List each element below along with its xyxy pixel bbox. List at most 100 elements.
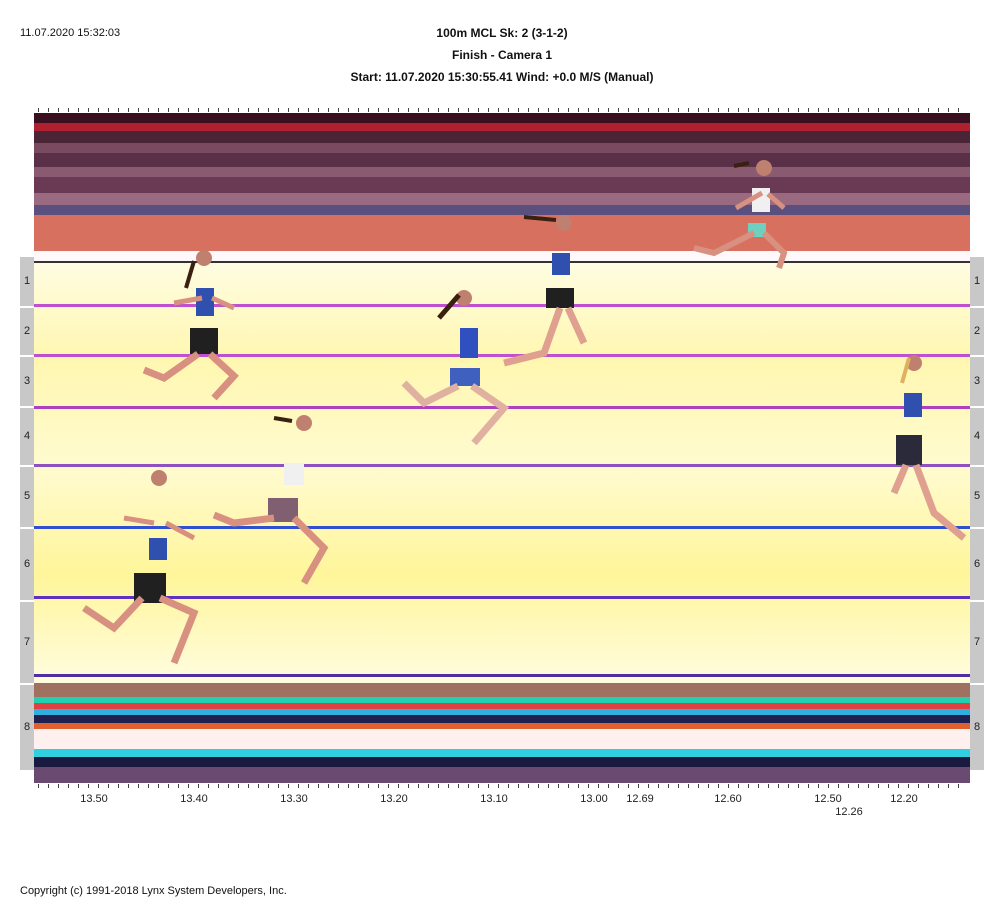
lane-strip-segment xyxy=(20,257,34,306)
time-tick xyxy=(628,108,629,112)
time-label: 12.60 xyxy=(714,793,742,805)
time-tick xyxy=(858,784,859,788)
time-tick xyxy=(108,784,109,788)
lane-number-8: 8 xyxy=(23,720,31,733)
camera-title: Finish - Camera 1 xyxy=(451,48,553,62)
time-tick xyxy=(738,108,739,112)
time-tick xyxy=(408,784,409,788)
time-tick xyxy=(418,108,419,112)
time-tick xyxy=(878,108,879,112)
lane-number-8: 8 xyxy=(973,720,981,733)
photo-finish-image[interactable] xyxy=(34,113,970,783)
time-tick xyxy=(518,784,519,788)
time-tick xyxy=(368,784,369,788)
time-label: 13.20 xyxy=(380,793,408,805)
time-tick xyxy=(808,784,809,788)
time-tick xyxy=(588,108,589,112)
lane-number-1: 1 xyxy=(973,274,981,287)
time-tick xyxy=(248,108,249,112)
time-tick xyxy=(828,784,829,788)
time-tick xyxy=(348,784,349,788)
time-tick xyxy=(438,108,439,112)
time-tick xyxy=(868,108,869,112)
time-tick xyxy=(728,784,729,788)
time-tick xyxy=(778,108,779,112)
time-tick xyxy=(318,108,319,112)
time-tick xyxy=(88,108,89,112)
time-tick xyxy=(218,784,219,788)
time-tick xyxy=(578,784,579,788)
time-tick xyxy=(388,784,389,788)
time-tick xyxy=(238,784,239,788)
time-tick xyxy=(68,784,69,788)
time-tick xyxy=(218,108,219,112)
time-tick xyxy=(158,784,159,788)
time-tick xyxy=(678,108,679,112)
time-tick xyxy=(718,108,719,112)
time-tick xyxy=(228,108,229,112)
lane-strip-segment xyxy=(20,685,34,770)
lane-strip-segment xyxy=(20,467,34,527)
time-tick xyxy=(588,784,589,788)
time-tick xyxy=(678,784,679,788)
time-tick xyxy=(38,108,39,112)
time-tick xyxy=(118,108,119,112)
time-tick xyxy=(168,784,169,788)
time-tick xyxy=(238,108,239,112)
time-tick xyxy=(918,784,919,788)
lane-number-5: 5 xyxy=(23,490,31,502)
time-tick xyxy=(668,784,669,788)
time-tick xyxy=(358,108,359,112)
time-tick xyxy=(698,784,699,788)
time-tick xyxy=(478,784,479,788)
time-tick xyxy=(248,784,249,788)
lane-strip-segment xyxy=(20,529,34,600)
lane-strip-segment xyxy=(970,257,984,306)
runner-lane-3 xyxy=(401,290,510,446)
lane-strip-segment xyxy=(970,529,984,600)
time-tick xyxy=(768,784,769,788)
time-tick xyxy=(758,784,759,788)
time-tick xyxy=(128,784,129,788)
runner-lane-5 xyxy=(212,415,329,585)
time-tick xyxy=(808,108,809,112)
time-tick xyxy=(638,784,639,788)
time-tick xyxy=(868,784,869,788)
time-label: 12.69 xyxy=(626,793,654,805)
time-tick xyxy=(468,108,469,112)
time-tick xyxy=(98,784,99,788)
time-tick xyxy=(788,108,789,112)
time-tick xyxy=(68,108,69,112)
time-tick xyxy=(598,108,599,112)
lane-number-7: 7 xyxy=(973,635,981,648)
lane-number-3: 3 xyxy=(973,374,981,387)
time-tick xyxy=(938,784,939,788)
time-tick xyxy=(198,108,199,112)
time-label: 13.00 xyxy=(580,793,608,805)
lane-number-7: 7 xyxy=(23,635,31,648)
time-tick xyxy=(888,784,889,788)
time-tick xyxy=(778,784,779,788)
time-tick xyxy=(168,108,169,112)
lane-strip-segment xyxy=(970,602,984,683)
time-label: 12.50 xyxy=(814,793,842,805)
time-tick xyxy=(38,784,39,788)
photo-finish-canvas xyxy=(34,113,970,783)
copyright-text: Copyright (c) 1991-2018 Lynx System Deve… xyxy=(20,885,287,897)
time-tick xyxy=(888,108,889,112)
runner-lane-2b xyxy=(142,250,239,401)
lane-number-4: 4 xyxy=(973,429,981,442)
time-tick xyxy=(958,784,959,788)
time-label: 12.20 xyxy=(890,793,918,805)
time-tick xyxy=(578,108,579,112)
time-tick xyxy=(278,108,279,112)
time-tick xyxy=(108,108,109,112)
time-tick xyxy=(528,784,529,788)
time-tick xyxy=(518,108,519,112)
lane-strip-segment xyxy=(970,308,984,355)
lane-number-5: 5 xyxy=(973,490,981,502)
time-tick xyxy=(228,784,229,788)
time-tick xyxy=(848,784,849,788)
time-tick xyxy=(568,108,569,112)
time-tick xyxy=(358,784,359,788)
